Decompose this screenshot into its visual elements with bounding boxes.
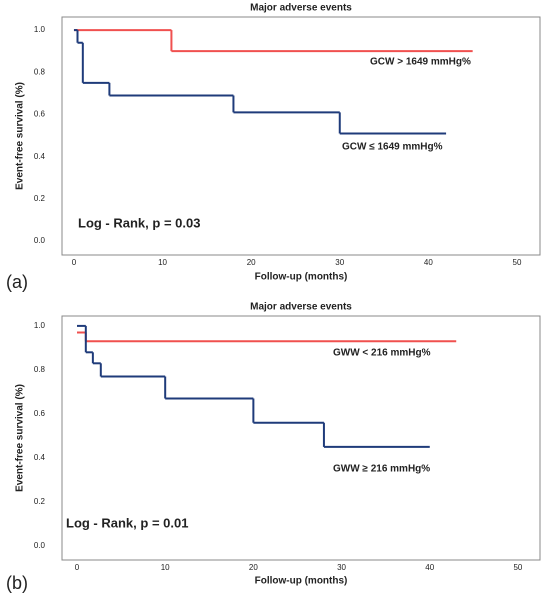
x-tick-label: 30 [337, 563, 346, 572]
y-tick-label: 1.0 [34, 25, 46, 34]
x-tick-label: 20 [247, 258, 256, 267]
series-label: GWW ≥ 216 mmHg% [333, 464, 430, 475]
x-axis-label: Follow-up (months) [255, 576, 348, 587]
annotation: Log - Rank, p = 0.03 [78, 215, 200, 230]
x-tick-label: 30 [335, 258, 344, 267]
y-tick-label: 0.0 [34, 236, 46, 245]
chart-title: Major adverse events [250, 3, 352, 14]
x-tick-label: 10 [161, 563, 170, 572]
panel-label: (a) [6, 272, 28, 292]
chart-title: Major adverse events [250, 302, 352, 313]
y-tick-label: 0.4 [34, 152, 46, 161]
y-tick-label: 0.2 [34, 497, 46, 506]
y-axis-label: Event-free survival (%) [15, 384, 26, 492]
plot-frame [61, 315, 541, 561]
panel-label: (b) [6, 573, 28, 593]
y-tick-label: 0.4 [34, 453, 46, 462]
x-tick-label: 0 [72, 258, 77, 267]
x-tick-label: 40 [425, 563, 434, 572]
series-label: GCW > 1649 mmHg% [370, 57, 471, 68]
x-tick-label: 40 [424, 258, 433, 267]
x-tick-label: 0 [75, 563, 80, 572]
y-axis-label: Event-free survival (%) [15, 82, 26, 190]
annotation: Log - Rank, p = 0.01 [66, 515, 188, 530]
y-tick-label: 0.8 [34, 67, 46, 76]
x-tick-label: 50 [513, 258, 522, 267]
x-axis-label: Follow-up (months) [255, 272, 348, 283]
x-tick-label: 10 [158, 258, 167, 267]
y-tick-label: 1.0 [34, 321, 46, 330]
x-tick-label: 50 [513, 563, 522, 572]
series-label: GCW ≤ 1649 mmHg% [342, 142, 443, 153]
y-tick-label: 0.0 [34, 541, 46, 550]
y-tick-label: 0.2 [34, 194, 46, 203]
y-tick-label: 0.6 [34, 110, 46, 119]
y-tick-label: 0.8 [34, 365, 46, 374]
plot-frame [61, 16, 541, 256]
x-tick-label: 20 [249, 563, 258, 572]
y-tick-label: 0.6 [34, 409, 46, 418]
series-label: GWW < 216 mmHg% [333, 348, 431, 359]
